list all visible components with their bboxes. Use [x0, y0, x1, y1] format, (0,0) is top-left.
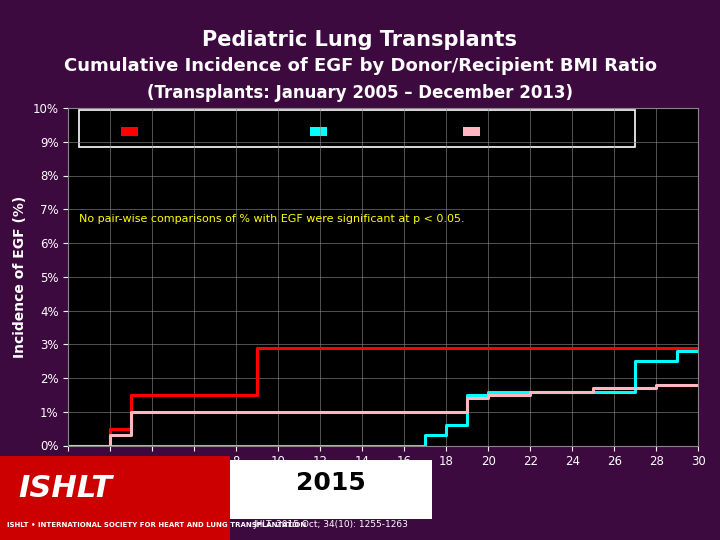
Text: (Transplants: January 2005 – December 2013): (Transplants: January 2005 – December 20…: [147, 84, 573, 102]
Text: ISHLT: ISHLT: [18, 474, 112, 503]
Bar: [463, 127, 480, 136]
Bar: [230, 461, 432, 519]
Text: Cumulative Incidence of EGF by Donor/Recipient BMI Ratio: Cumulative Incidence of EGF by Donor/Rec…: [63, 57, 657, 75]
Text: JHLT. 2015 Oct; 34(10): 1255-1263: JHLT. 2015 Oct; 34(10): 1255-1263: [253, 521, 409, 529]
Text: 2015: 2015: [297, 471, 366, 495]
Text: Pediatric Lung Transplants: Pediatric Lung Transplants: [202, 30, 518, 50]
Bar: [310, 127, 327, 136]
Y-axis label: Incidence of EGF (%): Incidence of EGF (%): [13, 195, 27, 358]
X-axis label: Days: Days: [363, 474, 404, 489]
Bar: [0, 456, 230, 540]
Bar: [121, 127, 138, 136]
Text: No pair-wise comparisons of % with EGF were significant at p < 0.05.: No pair-wise comparisons of % with EGF w…: [79, 214, 464, 224]
FancyBboxPatch shape: [79, 110, 635, 147]
Text: ISHLT • INTERNATIONAL SOCIETY FOR HEART AND LUNG TRANSPLANTATION: ISHLT • INTERNATIONAL SOCIETY FOR HEART …: [7, 522, 307, 528]
